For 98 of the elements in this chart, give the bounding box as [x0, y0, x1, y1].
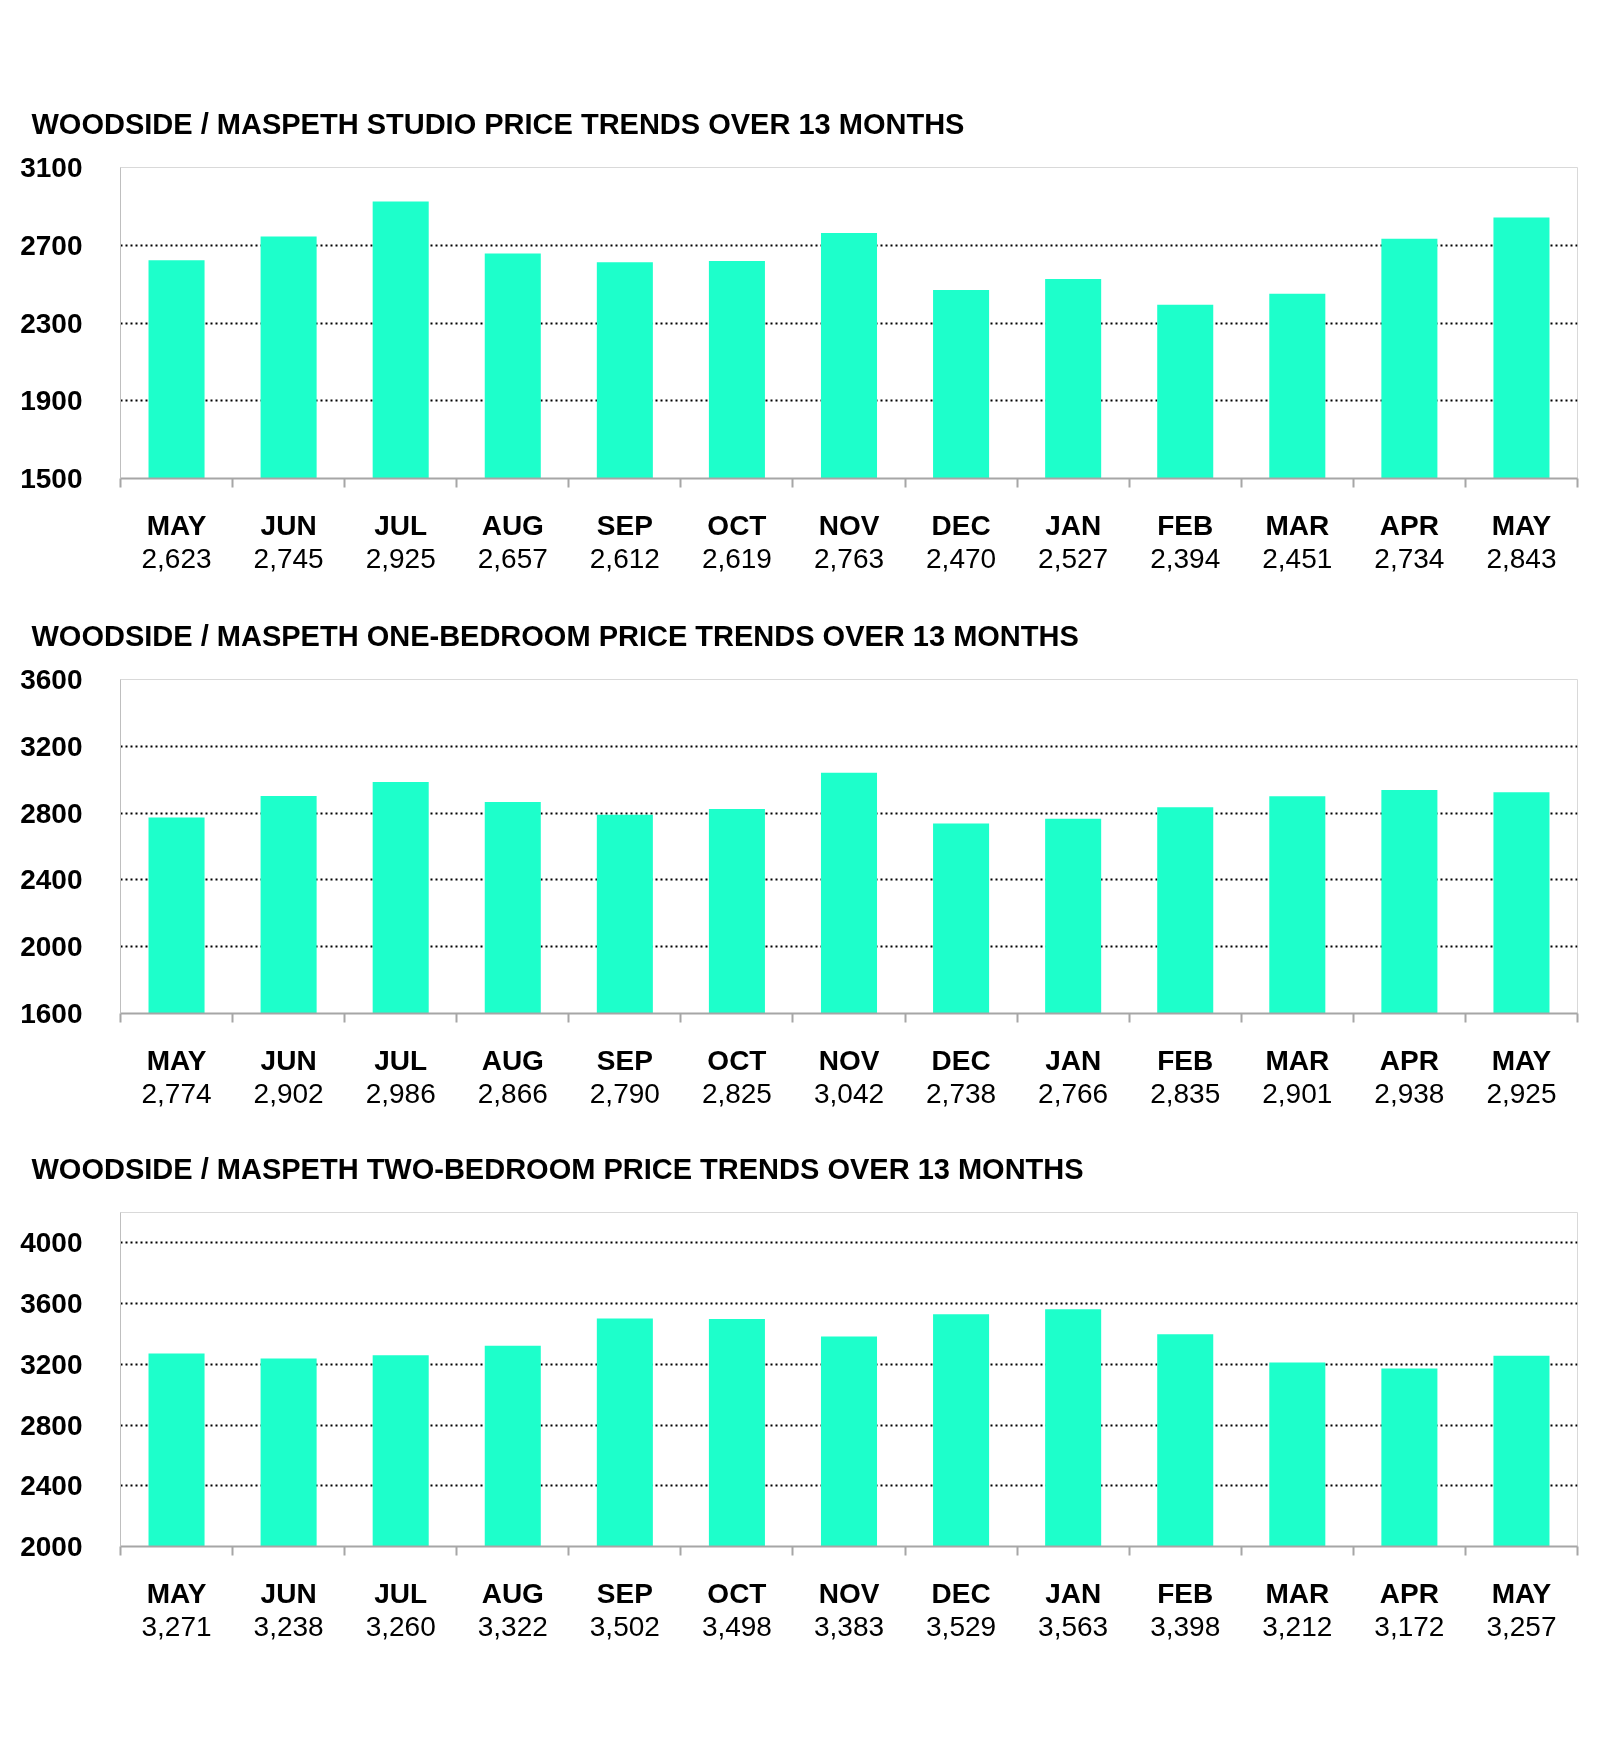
x-tick-label: JUN	[260, 509, 317, 541]
x-tick-label: AUG	[481, 1577, 544, 1609]
x-tick-label: JAN	[1045, 1577, 1102, 1609]
data-label: 2,394	[1150, 542, 1221, 574]
x-tick-label: NOV	[818, 509, 880, 541]
x-tick-label: JUL	[374, 1044, 428, 1076]
data-label: 3,238	[253, 1610, 324, 1642]
x-tick-label: JAN	[1045, 1044, 1102, 1076]
y-tick-label: 3200	[20, 1348, 83, 1380]
x-tick-label: SEP	[596, 1577, 653, 1609]
y-tick-label: 4000	[20, 1227, 83, 1259]
x-tick-label: MAY	[1491, 509, 1552, 541]
y-tick-label: 3100	[20, 152, 83, 183]
data-label: 3,498	[701, 1610, 772, 1642]
x-tick-label: MAR	[1265, 1044, 1330, 1076]
data-label: 3,322	[477, 1610, 548, 1642]
x-tick-label: APR	[1379, 1577, 1439, 1609]
data-label: 3,212	[1262, 1610, 1333, 1642]
x-tick-label: OCT	[707, 1044, 767, 1076]
data-label: 2,612	[589, 542, 660, 574]
data-label: 3,042	[813, 1077, 885, 1109]
x-tick-label: FEB	[1157, 509, 1214, 541]
chart-title: WOODSIDE / MASPETH TWO-BEDROOM PRICE TRENDS OVER 13 MONTHS	[31, 1153, 1084, 1185]
data-label: 3,398	[1150, 1610, 1221, 1642]
x-tick-label: OCT	[707, 509, 767, 541]
y-tick-label: 1900	[20, 385, 83, 417]
x-tick-label: DEC	[931, 1044, 991, 1076]
y-tick-label: 2800	[20, 1409, 83, 1441]
x-tick-label: MAY	[146, 509, 207, 541]
y-tick-label: 1600	[20, 998, 83, 1029]
data-label: 2,451	[1262, 542, 1333, 574]
data-label: 3,260	[365, 1610, 436, 1642]
x-tick-label: APR	[1379, 1044, 1439, 1076]
x-tick-label: SEP	[596, 1044, 653, 1076]
data-label: 3,257	[1486, 1610, 1557, 1642]
x-tick-label: AUG	[481, 509, 544, 541]
y-tick-label: 1500	[20, 463, 83, 494]
data-label: 2,619	[701, 542, 772, 574]
data-label: 2,925	[1486, 1077, 1557, 1109]
data-label: 3,383	[813, 1610, 885, 1642]
data-label: 2,938	[1374, 1077, 1445, 1109]
x-tick-label: JUN	[260, 1044, 317, 1076]
x-tick-label: DEC	[931, 509, 991, 541]
data-label: 2,657	[477, 542, 548, 574]
x-tick-label: MAY	[146, 1044, 207, 1076]
data-label: 2,901	[1262, 1077, 1333, 1109]
data-label: 3,271	[141, 1610, 212, 1642]
data-label: 2,866	[477, 1077, 548, 1109]
x-tick-label: JUL	[374, 509, 428, 541]
x-tick-label: APR	[1379, 509, 1439, 541]
data-label: 2,623	[141, 542, 212, 574]
data-label: 2,925	[365, 542, 436, 574]
y-tick-label: 2700	[20, 229, 83, 261]
data-label: 3,502	[589, 1610, 660, 1642]
data-label: 3,563	[1038, 1610, 1109, 1642]
x-tick-label: DEC	[931, 1577, 991, 1609]
y-tick-label: 2300	[20, 307, 83, 339]
data-label: 2,986	[365, 1077, 436, 1109]
data-label: 3,529	[926, 1610, 997, 1642]
data-label: 2,774	[141, 1077, 212, 1109]
chart-title: WOODSIDE / MASPETH STUDIO PRICE TRENDS OVER 13 MONTHS	[31, 108, 965, 140]
data-label: 2,825	[701, 1077, 772, 1109]
y-tick-label: 2000	[20, 1531, 83, 1562]
x-tick-label: JUN	[260, 1577, 317, 1609]
y-tick-label: 2800	[20, 797, 83, 829]
x-tick-label: AUG	[481, 1044, 544, 1076]
data-label: 2,745	[253, 542, 324, 574]
x-tick-label: SEP	[596, 509, 653, 541]
data-label: 2,763	[813, 542, 885, 574]
x-tick-label: JUL	[374, 1577, 428, 1609]
data-label: 2,790	[589, 1077, 660, 1109]
x-tick-label: OCT	[707, 1577, 767, 1609]
x-tick-label: FEB	[1157, 1577, 1214, 1609]
data-label: 2,738	[926, 1077, 997, 1109]
y-tick-label: 2400	[20, 864, 83, 896]
data-label: 2,527	[1038, 542, 1109, 574]
y-tick-label: 2000	[20, 931, 83, 963]
data-label: 3,172	[1374, 1610, 1445, 1642]
data-label: 2,902	[253, 1077, 324, 1109]
x-tick-label: MAR	[1265, 509, 1330, 541]
x-tick-label: MAY	[1491, 1577, 1552, 1609]
data-label: 2,470	[926, 542, 997, 574]
x-tick-label: NOV	[818, 1044, 880, 1076]
data-label: 2,835	[1150, 1077, 1221, 1109]
x-tick-label: FEB	[1157, 1044, 1214, 1076]
chart-title: WOODSIDE / MASPETH ONE-BEDROOM PRICE TRENDS OVER 13 MONTHS	[31, 620, 1079, 652]
data-label: 2,766	[1038, 1077, 1109, 1109]
x-tick-label: MAY	[146, 1577, 207, 1609]
x-tick-label: JAN	[1045, 509, 1102, 541]
x-tick-label: NOV	[818, 1577, 880, 1609]
y-tick-label: 2400	[20, 1470, 83, 1502]
data-label: 2,734	[1374, 542, 1445, 574]
y-tick-label: 3200	[20, 730, 83, 762]
y-tick-label: 3600	[20, 1288, 83, 1320]
x-tick-label: MAY	[1491, 1044, 1552, 1076]
y-tick-label: 3600	[20, 664, 83, 695]
data-label: 2,843	[1486, 542, 1557, 574]
x-tick-label: MAR	[1265, 1577, 1330, 1609]
